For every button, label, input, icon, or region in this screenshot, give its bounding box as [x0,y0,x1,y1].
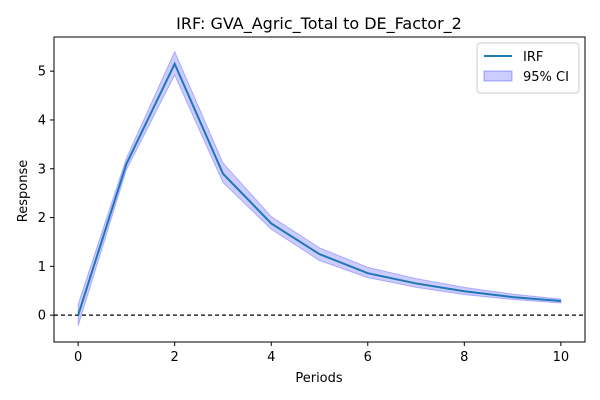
x-tick-label: 6 [364,350,372,365]
irf-point [319,253,321,255]
chart-title: IRF: GVA_Agric_Total to DE_Factor_2 [176,14,462,34]
y-tick-label: 3 [38,162,46,177]
legend: IRF 95% CI [476,42,580,94]
x-tick-label: 0 [74,350,82,365]
irf-line [77,61,561,316]
x-tick-label: 4 [267,350,275,365]
irf-point [560,300,562,302]
y-tick-label: 5 [38,65,46,80]
x-tick-label: 10 [553,350,570,365]
irf-point [270,222,272,224]
irf-point [415,282,417,284]
legend-ci-label: 95% CI [523,70,569,85]
irf-point [367,272,369,274]
irf-point [77,314,79,316]
legend-irf-label: IRF [523,50,543,65]
irf-point [463,290,465,292]
legend-ci-swatch [483,70,513,82]
y-tick-label: 2 [38,211,46,226]
x-tick-label: 2 [171,350,179,365]
y-tick-label: 4 [38,113,46,128]
irf-point [512,296,514,298]
x-axis-label: Periods [295,371,343,386]
irf-point [222,173,224,175]
y-tick-label: 1 [38,260,46,275]
irf-point [125,163,127,165]
plot-frame [53,36,586,343]
y-axis-label: Response [16,160,31,222]
x-tick-label: 8 [460,350,468,365]
y-tick-label: 0 [38,309,46,324]
irf-point [174,63,176,65]
